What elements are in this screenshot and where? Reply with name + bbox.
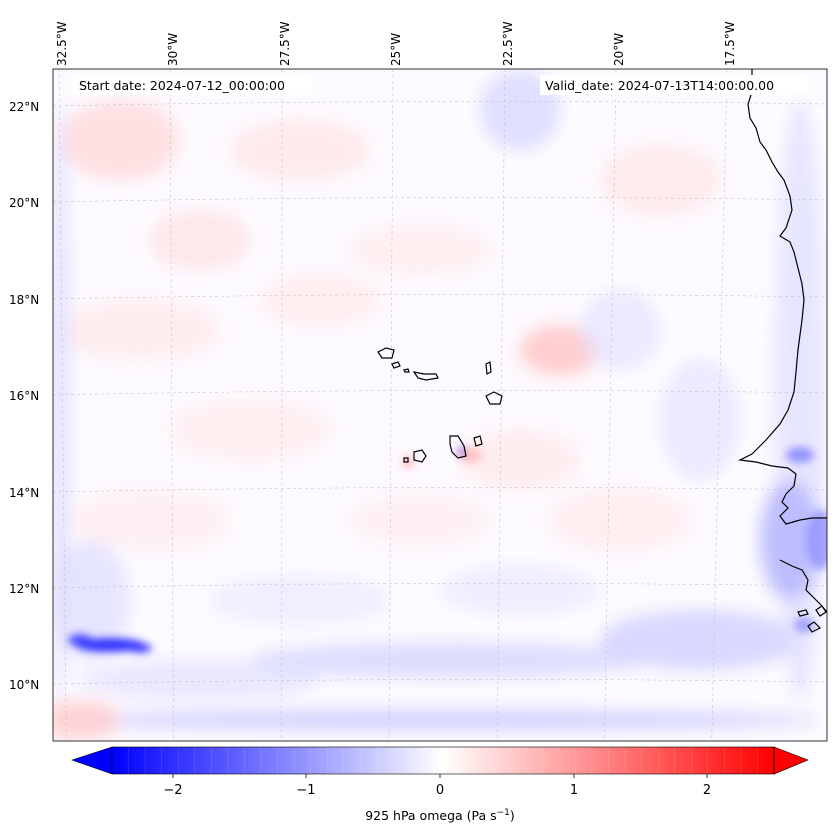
lon-label: 20°W xyxy=(612,33,626,66)
island-santiago xyxy=(449,435,467,459)
colorbar-high-arrow xyxy=(773,746,809,775)
island-sao-nicolau xyxy=(412,371,439,381)
lat-label: 22°N xyxy=(9,100,39,114)
map-area: Start date: 2024-07-12_00:00:00 Valid_da… xyxy=(53,69,827,741)
gridlines xyxy=(53,69,827,741)
bissagos-islands xyxy=(797,605,827,633)
island-brava xyxy=(403,457,409,463)
start-date-text: Start date: 2024-07-12_00:00:00 xyxy=(79,78,285,93)
lat-label: 12°N xyxy=(9,582,39,596)
lon-label: 25°W xyxy=(389,33,403,66)
header-valid-date: Valid_date: 2024-07-13T14:00:00.00 xyxy=(540,75,808,95)
lat-label: 10°N xyxy=(9,678,39,692)
island-santo-antao xyxy=(377,347,395,359)
colorbar-tick-label: 0 xyxy=(436,783,444,798)
header-start-date: Start date: 2024-07-12_00:00:00 xyxy=(72,75,312,95)
parallel-line xyxy=(53,679,827,685)
map-frame xyxy=(52,68,828,742)
lon-label: 30°W xyxy=(166,33,180,66)
meridian-line xyxy=(497,69,506,741)
coastlines xyxy=(377,69,827,633)
lat-label: 18°N xyxy=(9,293,39,307)
parallel-line xyxy=(53,101,827,107)
africa-coastline-south xyxy=(779,559,827,613)
colorbar-ticks xyxy=(172,774,708,778)
lon-label: 22.5°W xyxy=(501,21,515,66)
omega-field xyxy=(53,70,825,740)
parallel-line xyxy=(53,583,827,589)
lat-label: 16°N xyxy=(9,389,39,403)
parallel-line xyxy=(53,487,827,493)
omega-field-strong xyxy=(68,447,827,653)
meridian-line xyxy=(388,69,394,741)
meridian-line xyxy=(604,69,617,741)
colorbar-tick-label: −1 xyxy=(296,783,315,798)
lon-label: 17.5°W xyxy=(723,21,737,66)
island-sao-vicente xyxy=(391,361,401,369)
colorbar-steps xyxy=(111,747,775,774)
island-fogo xyxy=(413,449,427,463)
island-sal xyxy=(485,361,492,375)
colorbar: −2 −1 0 1 2 925 hPa omega (Pa s−1) xyxy=(71,746,809,823)
latitude-labels: 22°N 20°N 18°N 16°N 14°N 12°N 10°N xyxy=(9,100,39,692)
lon-label: 27.5°W xyxy=(278,21,292,66)
meridian-line xyxy=(58,69,67,741)
island-santa-luzia xyxy=(403,368,410,373)
valid-date-text: Valid_date: 2024-07-13T14:00:00.00 xyxy=(545,78,774,93)
parallel-line xyxy=(53,197,827,203)
meridian-line xyxy=(169,69,174,741)
colorbar-tick-label: 1 xyxy=(570,783,578,798)
lon-label: 32.5°W xyxy=(55,21,69,66)
colorbar-low-arrow xyxy=(71,746,113,775)
colorbar-tick-label: −2 xyxy=(163,783,182,798)
colorbar-gradient xyxy=(112,747,774,774)
colorbar-label: 925 hPa omega (Pa s−1) xyxy=(365,808,515,823)
africa-coastline xyxy=(737,69,827,525)
lat-label: 14°N xyxy=(9,486,39,500)
lat-label: 20°N xyxy=(9,196,39,210)
island-maio xyxy=(473,435,483,447)
meridian-line xyxy=(711,69,728,741)
island-boa-vista xyxy=(485,391,503,405)
parallel-line xyxy=(53,294,827,300)
longitude-labels: 32.5°W 30°W 27.5°W 25°W 22.5°W 20°W 17.5… xyxy=(55,21,737,66)
parallel-line xyxy=(53,390,827,396)
colorbar-tick-label: 2 xyxy=(703,783,711,798)
